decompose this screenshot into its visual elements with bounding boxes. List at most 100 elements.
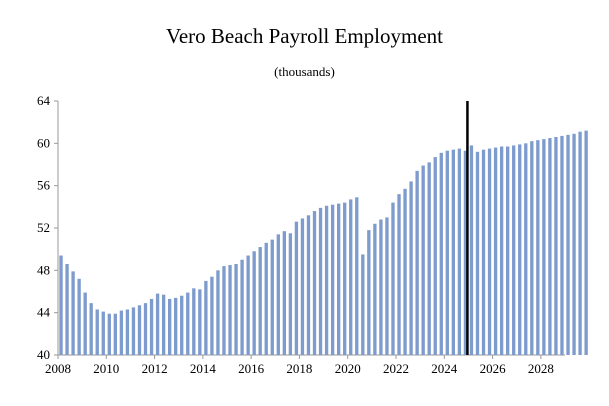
bar <box>475 151 480 355</box>
bar <box>433 157 437 355</box>
x-tick-label: 2024 <box>431 361 458 376</box>
bar <box>65 263 69 355</box>
bar <box>349 199 353 355</box>
bar <box>59 255 63 355</box>
bar <box>234 263 238 355</box>
x-tick-label: 2028 <box>528 361 554 376</box>
bar <box>487 148 492 356</box>
y-tick-label: 48 <box>37 262 50 277</box>
y-tick-label: 64 <box>37 93 51 108</box>
bar <box>324 205 329 355</box>
bar <box>397 194 401 355</box>
bar <box>125 309 130 355</box>
bar <box>83 292 87 355</box>
bar <box>427 162 431 355</box>
bar <box>451 149 455 355</box>
y-tick-label: 52 <box>37 220 50 235</box>
bar <box>578 131 582 355</box>
bar <box>524 143 528 355</box>
bar <box>481 149 486 355</box>
bar <box>312 211 317 355</box>
axes <box>54 100 565 359</box>
bar <box>379 219 383 355</box>
bar <box>119 310 124 355</box>
bar <box>198 289 202 355</box>
bar <box>204 280 208 355</box>
bars-group <box>59 130 588 356</box>
x-tick-label: 2010 <box>93 361 119 376</box>
bar <box>143 303 148 355</box>
x-tick-label: 2012 <box>142 361 168 376</box>
bar <box>373 223 377 355</box>
bar <box>161 294 166 355</box>
y-tick-label: 56 <box>37 178 51 193</box>
bar <box>294 221 299 355</box>
bar <box>415 170 419 355</box>
y-tick-label: 44 <box>37 305 51 320</box>
bar <box>155 293 160 355</box>
bar <box>542 139 546 355</box>
bar <box>548 138 552 355</box>
x-tick-label: 2026 <box>480 361 507 376</box>
bar <box>282 231 286 355</box>
y-tick-labels: 40 44 48 52 56 60 64 <box>37 93 51 362</box>
bar <box>584 130 588 355</box>
bar <box>101 311 105 355</box>
bar <box>300 218 305 355</box>
bar <box>149 298 154 355</box>
bar <box>536 140 540 355</box>
bar <box>131 307 136 356</box>
bar <box>330 204 335 355</box>
bar <box>445 150 449 355</box>
bar <box>264 242 268 355</box>
bar <box>77 278 81 355</box>
bar <box>530 141 534 355</box>
bar <box>391 202 395 355</box>
bar <box>95 309 99 355</box>
bar <box>439 152 443 355</box>
x-tick-label: 2014 <box>190 361 217 376</box>
y-tick-label: 60 <box>37 135 50 150</box>
bar <box>174 297 178 355</box>
bar <box>270 239 274 355</box>
bar <box>403 188 407 355</box>
bar <box>512 145 516 355</box>
bar <box>554 136 558 355</box>
bar <box>506 146 510 355</box>
x-tick-label: 2016 <box>238 361 265 376</box>
bar <box>457 148 462 356</box>
bar <box>240 259 244 355</box>
bar <box>180 295 184 355</box>
bar <box>222 266 226 355</box>
bar <box>210 276 214 355</box>
chart-subtitle: (thousands) <box>274 64 335 79</box>
x-tick-labels: 2008 2010 2012 2014 2016 2018 2020 2022 2024 2026… <box>45 361 554 376</box>
bar <box>168 298 172 355</box>
bar <box>276 234 280 355</box>
bar <box>355 197 359 355</box>
bar <box>246 255 250 355</box>
bar <box>385 217 389 355</box>
bar <box>337 203 341 355</box>
bar <box>186 292 190 355</box>
bar <box>361 254 365 355</box>
bar <box>71 271 75 355</box>
bar <box>343 202 347 355</box>
bar <box>499 146 504 355</box>
bar <box>469 145 474 355</box>
bar <box>421 165 425 355</box>
x-tick-label: 2008 <box>45 361 71 376</box>
bar <box>192 288 196 355</box>
bar <box>566 134 570 355</box>
bar <box>252 251 256 355</box>
bar <box>367 230 371 355</box>
bar <box>89 303 93 355</box>
bar <box>560 135 564 355</box>
x-tick-label: 2020 <box>335 361 361 376</box>
bar <box>306 215 311 355</box>
x-tick-label: 2022 <box>383 361 409 376</box>
bar <box>409 181 413 355</box>
bar <box>137 305 142 355</box>
bar <box>228 265 232 355</box>
